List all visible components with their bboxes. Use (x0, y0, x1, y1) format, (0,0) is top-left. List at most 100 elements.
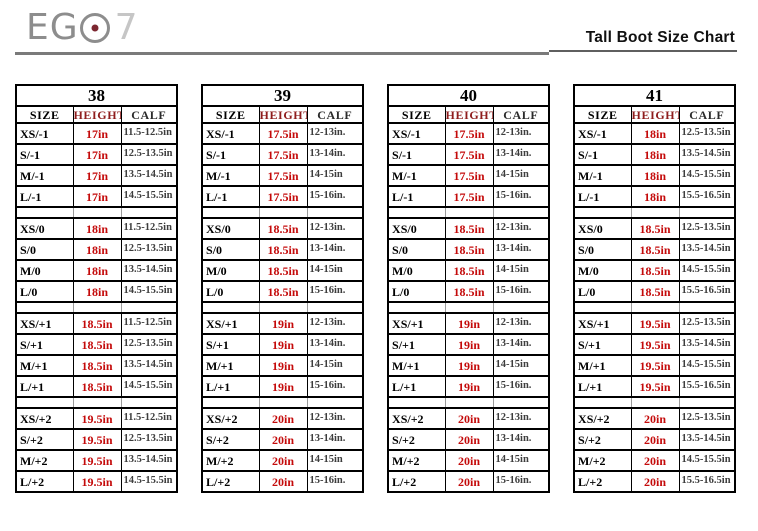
height-cell: 18.5in (258, 238, 308, 261)
table-row: S/+2 20in 13-14in. (201, 428, 364, 451)
col-header-size: SIZE (201, 105, 260, 124)
separator-cell (202, 206, 260, 219)
table-row: XS/0 18.5in 12-13in. (201, 217, 364, 240)
size-cell: XS/+1 (573, 312, 632, 335)
table-size-number: 38 (15, 84, 178, 107)
size-cell: XS/+1 (387, 312, 446, 335)
size-table-39: 39 SIZE HEIGHT CALF XS/-1 17.5in 12-13in. S/-1 1… (201, 84, 365, 493)
size-cell: S/0 (201, 238, 260, 261)
table-row: XS/0 18.5in 12.5-13.5in (573, 217, 736, 240)
size-cell: XS/0 (573, 217, 632, 240)
size-cell: M/+1 (573, 354, 632, 377)
logo-text-seven: 7 (114, 7, 138, 48)
col-header-height: HEIGHT (630, 105, 680, 124)
size-cell: M/0 (201, 259, 260, 282)
calf-cell: 13-14in. (306, 143, 364, 166)
group-separator-row (16, 396, 178, 409)
height-cell: 18.5in (444, 217, 494, 240)
size-cell: S/-1 (201, 143, 260, 166)
separator-cell (492, 396, 550, 409)
size-cell: M/0 (15, 259, 74, 282)
table-row: S/0 18in 12.5-13.5in (15, 238, 178, 261)
separator-cell (306, 206, 364, 219)
separator-cell (444, 396, 494, 409)
size-table-40: 40 SIZE HEIGHT CALF XS/-1 17.5in 12-13in. S/-1 1… (387, 84, 551, 493)
calf-cell: 12.5-13.5in (678, 312, 736, 335)
size-cell: L/+1 (201, 375, 260, 398)
calf-cell: 13.5-14.5in (120, 164, 178, 187)
logo-red-dot-icon (91, 24, 99, 32)
table-header-row: SIZE HEIGHT CALF (573, 105, 736, 124)
calf-cell: 13-14in. (492, 333, 550, 356)
table-row: S/+1 19in 13-14in. (201, 333, 364, 356)
table-row: L/+1 19in 15-16in. (387, 375, 550, 398)
size-cell: XS/0 (15, 217, 74, 240)
size-cell: M/0 (387, 259, 446, 282)
height-cell: 18in (630, 143, 680, 166)
calf-cell: 13.5-14.5in (678, 238, 736, 261)
table-header-row: SIZE HEIGHT CALF (387, 105, 550, 124)
table-size-number: 39 (201, 84, 364, 107)
table-row: S/+1 19.5in 13.5-14.5in (573, 333, 736, 356)
calf-cell: 15-16in. (306, 280, 364, 303)
table-row: M/0 18in 13.5-14.5in (15, 259, 178, 282)
height-cell: 20in (444, 428, 494, 451)
page-title: Tall Boot Size Chart (585, 29, 735, 46)
group-separator-row (574, 206, 736, 219)
separator-cell (72, 301, 122, 314)
calf-cell: 12.5-13.5in (120, 238, 178, 261)
separator-cell (16, 301, 74, 314)
size-cell: L/+2 (201, 470, 260, 493)
table-row: L/-1 17.5in 15-16in. (201, 185, 364, 208)
calf-cell: 14-15in (492, 259, 550, 282)
table-row: M/0 18.5in 14.5-15.5in (573, 259, 736, 282)
col-header-size: SIZE (387, 105, 446, 124)
height-cell: 17.5in (444, 122, 494, 145)
table-row: XS/-1 17.5in 12-13in. (387, 122, 550, 145)
calf-cell: 12.5-13.5in (120, 143, 178, 166)
calf-cell: 13.5-14.5in (678, 333, 736, 356)
size-cell: XS/-1 (15, 122, 74, 145)
calf-cell: 15-16in. (306, 185, 364, 208)
table-row: XS/-1 17.5in 12-13in. (201, 122, 364, 145)
height-cell: 19in (258, 333, 308, 356)
calf-cell: 13.5-14.5in (678, 428, 736, 451)
calf-cell: 13.5-14.5in (120, 259, 178, 282)
height-cell: 20in (258, 449, 308, 472)
height-cell: 20in (444, 470, 494, 493)
table-row: S/-1 18in 13.5-14.5in (573, 143, 736, 166)
calf-cell: 15-16in. (306, 470, 364, 493)
table-row: S/0 18.5in 13.5-14.5in (573, 238, 736, 261)
separator-cell (444, 301, 494, 314)
table-size-number: 41 (573, 84, 736, 107)
table-row: XS/+2 20in 12.5-13.5in (573, 407, 736, 430)
height-cell: 18in (72, 280, 122, 303)
table-row: S/+2 20in 13-14in. (387, 428, 550, 451)
size-cell: L/+1 (387, 375, 446, 398)
height-cell: 18.5in (444, 259, 494, 282)
calf-cell: 15-16in. (492, 470, 550, 493)
size-table-41: 41 SIZE HEIGHT CALF XS/-1 18in 12.5-13.5in S/-1… (573, 84, 737, 493)
calf-cell: 11.5-12.5in (120, 312, 178, 335)
separator-cell (202, 396, 260, 409)
table-row: M/+2 20in 14.5-15.5in (573, 449, 736, 472)
size-cell: L/+2 (387, 470, 446, 493)
table-row: M/-1 17.5in 14-15in (201, 164, 364, 187)
size-cell: L/0 (387, 280, 446, 303)
size-cell: S/0 (573, 238, 632, 261)
size-cell: L/+2 (573, 470, 632, 493)
calf-cell: 15.5-16.5in (678, 185, 736, 208)
calf-cell: 13-14in. (306, 238, 364, 261)
calf-cell: 14.5-15.5in (678, 449, 736, 472)
calf-cell: 14-15in (306, 164, 364, 187)
group-separator-row (388, 396, 550, 409)
height-cell: 18.5in (444, 238, 494, 261)
separator-cell (630, 396, 680, 409)
calf-cell: 12.5-13.5in (120, 333, 178, 356)
separator-cell (120, 206, 178, 219)
group-separator-row (202, 396, 364, 409)
group-separator-row (388, 301, 550, 314)
size-cell: L/+1 (573, 375, 632, 398)
height-cell: 19in (444, 333, 494, 356)
